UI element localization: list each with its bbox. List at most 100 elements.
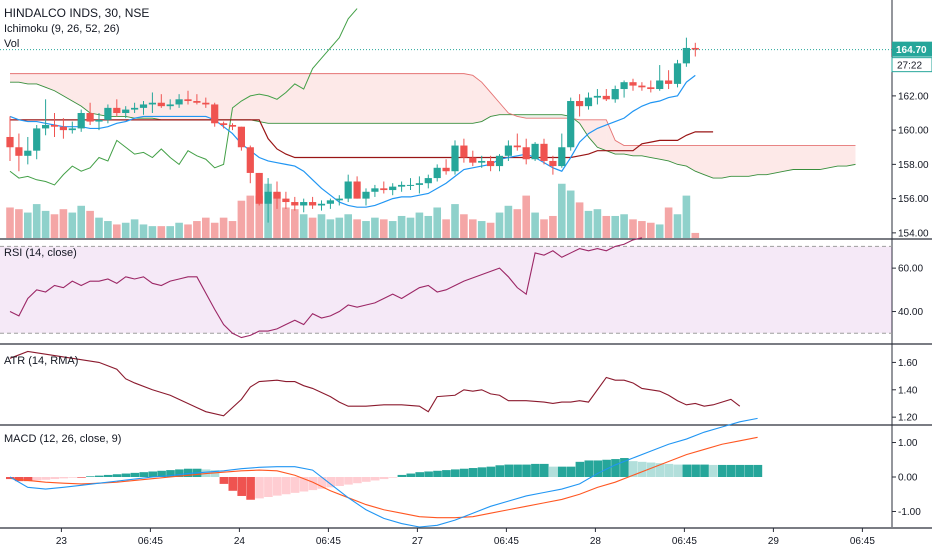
time-axis-label: 28 <box>590 536 602 547</box>
ichimoku-cloud-segment <box>588 119 598 148</box>
time-axis-label: 23 <box>56 536 68 547</box>
ichimoku-cloud-segment <box>45 73 55 91</box>
ichimoku-cloud-segment <box>472 75 482 124</box>
candle-body <box>6 136 14 148</box>
atr-line <box>9 350 741 417</box>
senkou-span-a-line <box>10 81 856 179</box>
macd-histogram-bar <box>593 460 602 477</box>
ichimoku-cloud-segment <box>348 73 358 124</box>
volume-bar <box>522 195 530 238</box>
candle-body <box>317 203 326 206</box>
candle-body <box>148 102 156 105</box>
atr-title: ATR (14, RMA) <box>4 355 78 367</box>
candle-body <box>433 167 441 179</box>
volume-bar <box>166 226 174 238</box>
ichimoku-cloud-segment <box>196 73 206 120</box>
ichimoku-cloud-segment <box>410 73 420 124</box>
price-axis-label: 160.00 <box>898 126 929 137</box>
volume-bar <box>317 214 326 238</box>
macd-histogram-bar <box>646 462 656 477</box>
volume-bar <box>531 212 539 238</box>
ichimoku-cloud-segment <box>419 73 429 124</box>
volume-bar <box>486 222 495 238</box>
macd-histogram-bar <box>718 464 727 477</box>
candle-body <box>228 124 237 127</box>
macd-histogram-bar <box>157 470 166 477</box>
macd-histogram-bar <box>95 475 104 477</box>
ichimoku-cloud-segment <box>18 73 28 84</box>
ichimoku-cloud-segment <box>722 145 731 179</box>
macd-histogram-bar <box>228 477 238 491</box>
candle-body <box>24 150 32 156</box>
ichimoku-cloud-segment <box>285 73 295 124</box>
macd-axis-label: -1.00 <box>898 507 921 518</box>
candle-body <box>202 102 210 105</box>
time-axis-label: 29 <box>768 536 780 547</box>
candle-body <box>478 160 486 163</box>
volume-bar <box>32 204 41 238</box>
ichimoku-cloud-segment <box>739 145 749 177</box>
macd-histogram-bar <box>130 472 140 477</box>
ichimoku-cloud-segment <box>134 73 144 119</box>
macd-histogram-bar <box>184 468 193 477</box>
volume-bar <box>299 214 308 238</box>
ichimoku-cloud-segment <box>668 145 678 165</box>
macd-title: MACD (12, 26, close, 9) <box>4 433 121 445</box>
candle-body <box>326 200 334 204</box>
ichimoku-cloud-segment <box>161 73 171 120</box>
macd-histogram-bar <box>620 458 629 477</box>
ichimoku-cloud-segment <box>704 145 714 179</box>
candle-body <box>469 157 477 163</box>
ichimoku-cloud-segment <box>757 145 767 175</box>
ichimoku-cloud-segment <box>428 73 438 124</box>
time-axis-label: 06:45 <box>494 536 519 547</box>
volume-bar <box>148 226 157 238</box>
ichimoku-legend[interactable]: Ichimoku (9, 26, 52, 26) <box>4 23 120 35</box>
macd-histogram-bar <box>326 477 335 488</box>
volume-bar <box>362 221 370 238</box>
candle-body <box>620 82 628 90</box>
ichimoku-cloud-segment <box>401 73 411 124</box>
candle-body <box>513 145 521 148</box>
macd-histogram-bar <box>148 471 157 477</box>
candle-body <box>246 147 254 173</box>
ichimoku-cloud-segment <box>686 145 696 172</box>
macd-histogram-bar <box>264 477 273 497</box>
time-axis-label: 27 <box>412 536 424 547</box>
candle-body <box>558 147 566 167</box>
macd-histogram-bar <box>353 477 362 484</box>
volume-bar <box>50 214 59 238</box>
macd-histogram-bar <box>513 464 522 477</box>
ichimoku-cloud-segment <box>10 73 19 83</box>
macd-histogram-bar <box>397 474 407 477</box>
candle-body <box>611 89 619 100</box>
lagging-span-line <box>9 8 358 186</box>
macd-histogram-bar <box>522 464 531 477</box>
macd-histogram-bar <box>103 474 113 477</box>
macd-histogram-bar <box>753 464 763 477</box>
macd-histogram-bar <box>433 470 442 477</box>
macd-histogram-bar <box>673 464 683 477</box>
candle-body <box>682 47 690 64</box>
ichimoku-cloud-segment <box>81 73 91 114</box>
ichimoku-cloud-segment <box>446 73 455 124</box>
volume-bar <box>273 192 281 238</box>
ichimoku-cloud-segment <box>775 145 785 173</box>
macd-histogram-bar <box>32 477 42 481</box>
time-axis-label: 06:45 <box>672 536 697 547</box>
candle-body <box>291 202 299 206</box>
rsi-line <box>9 237 643 339</box>
candle-body <box>522 147 530 160</box>
volume-bar <box>380 219 388 238</box>
volume-legend[interactable]: Vol <box>4 38 20 50</box>
macd-histogram-bar <box>139 472 149 477</box>
volume-bar <box>228 221 237 238</box>
volume-bar <box>15 209 23 238</box>
volume-bar <box>113 224 121 238</box>
ichimoku-cloud-segment <box>366 73 375 124</box>
volume-bar <box>513 209 522 238</box>
candle-body <box>576 101 584 107</box>
macd-histogram-bar <box>495 465 505 477</box>
candle-body <box>193 101 201 103</box>
